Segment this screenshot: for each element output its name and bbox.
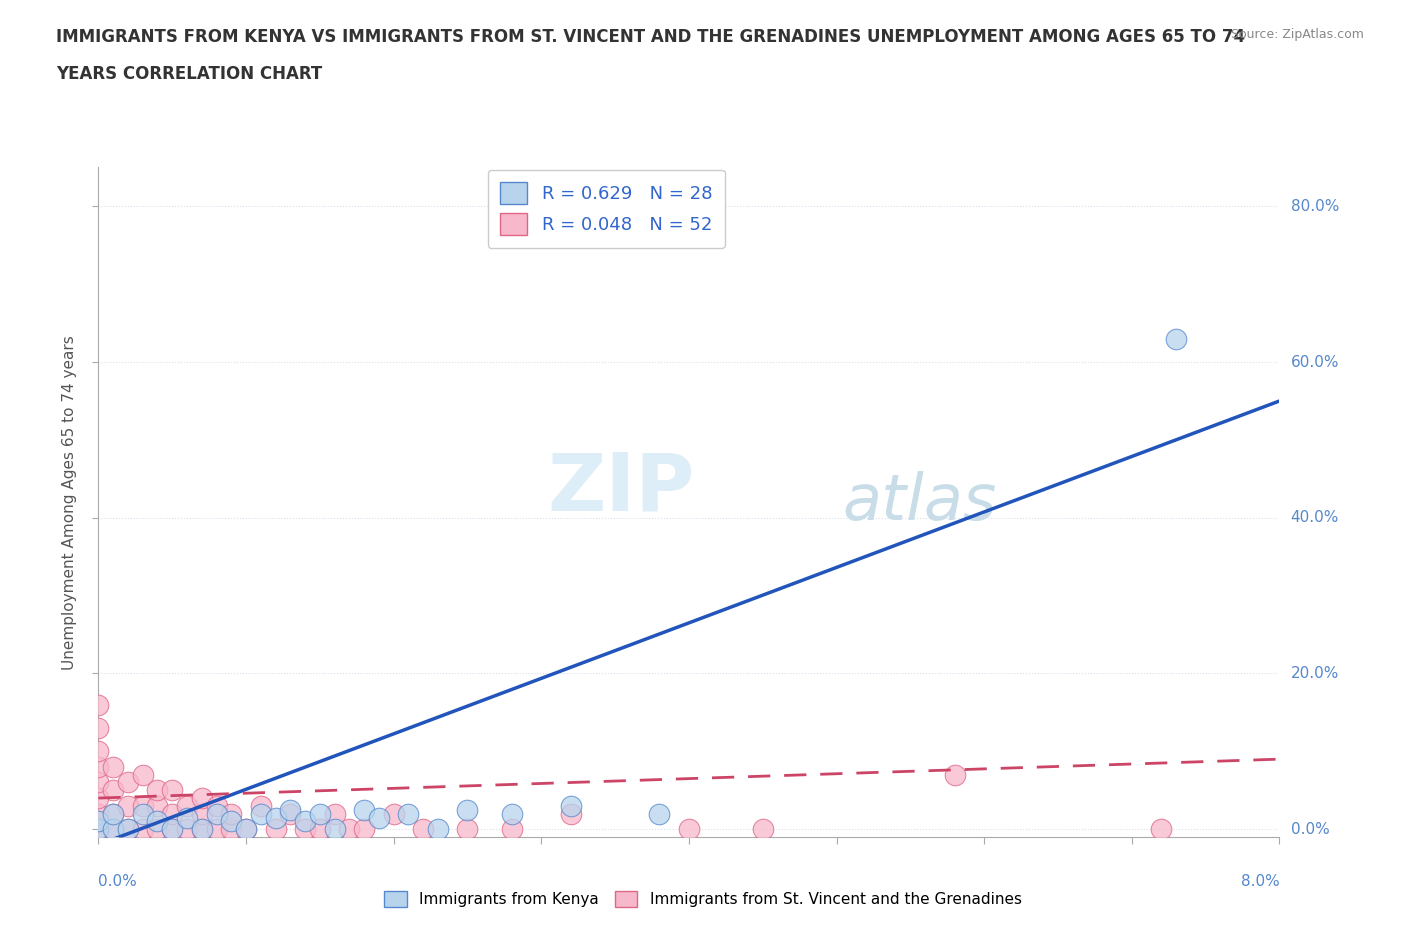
Point — [117, 822, 139, 837]
Text: atlas: atlas — [842, 472, 997, 533]
Point — [250, 806, 273, 821]
Point — [219, 806, 242, 821]
Point — [162, 806, 183, 821]
Point — [943, 767, 966, 782]
Text: 80.0%: 80.0% — [1291, 199, 1339, 214]
Point — [191, 822, 214, 837]
Point — [501, 806, 523, 821]
Point — [1164, 331, 1187, 346]
Point — [191, 806, 214, 821]
Point — [337, 822, 360, 837]
Point — [87, 744, 110, 759]
Point — [117, 799, 139, 814]
Point — [294, 822, 316, 837]
Point — [412, 822, 434, 837]
Text: YEARS CORRELATION CHART: YEARS CORRELATION CHART — [56, 65, 322, 83]
Point — [426, 822, 449, 837]
Text: 40.0%: 40.0% — [1291, 511, 1339, 525]
Point — [323, 806, 346, 821]
Point — [87, 814, 110, 829]
Point — [117, 775, 139, 790]
Point — [117, 822, 139, 837]
Text: 0.0%: 0.0% — [1291, 822, 1329, 837]
Point — [308, 822, 332, 837]
Point — [751, 822, 773, 837]
Point — [560, 806, 582, 821]
Point — [162, 822, 183, 837]
Point — [87, 822, 110, 837]
Point — [191, 822, 214, 837]
Point — [162, 783, 183, 798]
Point — [176, 799, 198, 814]
Point — [353, 803, 375, 817]
Point — [176, 810, 198, 825]
Point — [132, 806, 155, 821]
Text: 20.0%: 20.0% — [1291, 666, 1339, 681]
Point — [103, 760, 124, 775]
Point — [235, 822, 257, 837]
Point — [205, 822, 228, 837]
Point — [323, 822, 346, 837]
Point — [87, 806, 110, 821]
Point — [87, 814, 110, 829]
Legend: R = 0.629   N = 28, R = 0.048   N = 52: R = 0.629 N = 28, R = 0.048 N = 52 — [488, 170, 725, 248]
Point — [205, 806, 228, 821]
Point — [278, 806, 301, 821]
Point — [560, 799, 582, 814]
Point — [219, 822, 242, 837]
Point — [103, 806, 124, 821]
Point — [132, 767, 155, 782]
Point — [264, 810, 287, 825]
Point — [191, 790, 214, 805]
Y-axis label: Unemployment Among Ages 65 to 74 years: Unemployment Among Ages 65 to 74 years — [62, 335, 77, 670]
Point — [456, 803, 478, 817]
Point — [176, 822, 198, 837]
Point — [103, 783, 124, 798]
Text: 8.0%: 8.0% — [1240, 874, 1279, 889]
Point — [648, 806, 671, 821]
Point — [396, 806, 419, 821]
Point — [235, 822, 257, 837]
Point — [205, 799, 228, 814]
Point — [87, 822, 110, 837]
Point — [219, 814, 242, 829]
Point — [250, 799, 273, 814]
Point — [103, 806, 124, 821]
Point — [146, 822, 169, 837]
Point — [146, 799, 169, 814]
Point — [87, 760, 110, 775]
Text: 0.0%: 0.0% — [98, 874, 138, 889]
Point — [678, 822, 700, 837]
Point — [264, 822, 287, 837]
Legend: Immigrants from Kenya, Immigrants from St. Vincent and the Grenadines: Immigrants from Kenya, Immigrants from S… — [378, 884, 1028, 913]
Point — [501, 822, 523, 837]
Text: Source: ZipAtlas.com: Source: ZipAtlas.com — [1230, 28, 1364, 41]
Point — [132, 799, 155, 814]
Point — [294, 814, 316, 829]
Point — [87, 698, 110, 712]
Point — [278, 803, 301, 817]
Text: ZIP: ZIP — [547, 450, 695, 528]
Text: 60.0%: 60.0% — [1291, 354, 1339, 369]
Point — [103, 822, 124, 837]
Point — [103, 822, 124, 837]
Point — [1150, 822, 1173, 837]
Point — [367, 810, 389, 825]
Point — [382, 806, 405, 821]
Point — [162, 822, 183, 837]
Point — [132, 822, 155, 837]
Point — [87, 721, 110, 736]
Point — [353, 822, 375, 837]
Point — [146, 814, 169, 829]
Point — [87, 790, 110, 805]
Point — [308, 806, 332, 821]
Point — [87, 775, 110, 790]
Text: IMMIGRANTS FROM KENYA VS IMMIGRANTS FROM ST. VINCENT AND THE GRENADINES UNEMPLOY: IMMIGRANTS FROM KENYA VS IMMIGRANTS FROM… — [56, 28, 1246, 46]
Point — [456, 822, 478, 837]
Point — [146, 783, 169, 798]
